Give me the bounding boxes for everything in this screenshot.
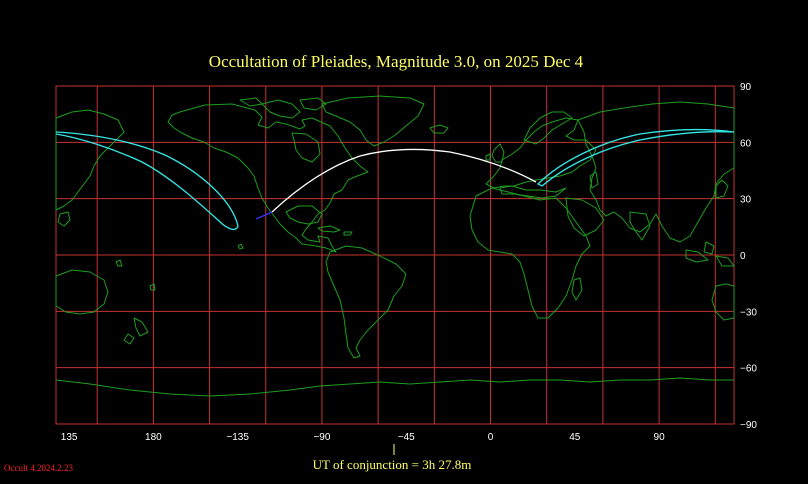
latitude-tick-label: −60 [740,364,757,375]
coast-japan-left [57,211,71,227]
latitude-tick-label: 0 [740,251,746,262]
latitude-tick-label: 60 [740,138,752,149]
latitude-ticks: 90 60 30 0 −30 −60 −90 [740,82,757,431]
coast-pacific-islands [115,243,244,291]
longitude-tick-label: −90 [313,432,330,443]
longitude-tick-label: 0 [488,432,494,443]
map-title: Occultation of Pleiades, Magnitude 3.0, … [209,52,584,71]
latitude-tick-label: 30 [740,195,752,206]
occultation-paths [55,128,735,231]
coast-north-america [167,103,369,253]
coast-se-asia-islands [685,241,735,267]
latitude-tick-label: −90 [740,420,757,431]
longitude-tick-label: −135 [226,432,249,443]
coast-hudson-bay [291,132,321,163]
longitude-tick-label: 135 [61,432,78,443]
coast-east-siberia [55,109,125,211]
coast-india [629,211,651,241]
graticule [56,86,734,424]
coast-europe [485,117,597,189]
coast-caribbean [317,225,353,236]
longitude-tick-label: 180 [145,432,162,443]
coast-australia-east [711,283,735,321]
version-label: Occult 4.2024.2.23 [4,463,73,473]
coast-africa [469,187,591,319]
longitude-tick-label: 45 [569,432,581,443]
longitude-tick-label: 90 [654,432,666,443]
coast-mediterranean [499,185,567,199]
coast-australia [55,269,109,315]
longitude-ticks: 135 180 −135 −90 −45 0 45 90 [61,432,665,443]
coast-south-america [325,245,407,359]
coast-scandinavia [523,111,573,145]
coast-arabia [565,197,605,237]
coast-japan [715,179,729,199]
visibility-limit-west [55,131,239,231]
coast-arctic-islands [239,97,327,119]
coast-new-zealand [123,317,149,345]
latitude-tick-label: 90 [740,82,752,93]
coast-greenland [321,95,425,147]
coast-gulf-of-mexico [285,205,323,225]
conjunction-label: UT of conjunction = 3h 27.8m [313,457,472,472]
longitude-tick-label: −45 [398,432,415,443]
coastlines [55,95,735,397]
coast-caspian [589,171,599,189]
occultation-path-twilight [255,211,273,220]
coast-iceland [429,124,449,134]
coast-antarctica [55,377,734,397]
occultation-path-day [271,148,537,213]
latitude-tick-label: −30 [740,307,757,318]
visibility-limit-east [536,128,735,187]
coast-british-isles [485,143,505,163]
coast-madagascar [571,277,583,301]
